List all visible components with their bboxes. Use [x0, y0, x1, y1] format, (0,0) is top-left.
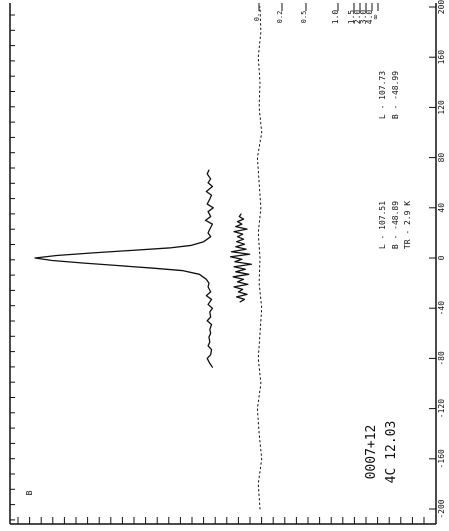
- plot-frame: [9, 3, 437, 525]
- right-axis-tick-label: -160: [437, 449, 446, 468]
- annotation-layer: -200 -160 -120 -80 -40 0 40 80 120 160 200 0. 0.2 0.5…: [25, 0, 446, 519]
- source-alt-name-label: 4C 12.03: [384, 421, 399, 484]
- top-scale-label: 4.0: [365, 10, 374, 25]
- top-scale-label: 1.5: [347, 10, 356, 25]
- right-axis-tick-label: 80: [437, 153, 446, 163]
- top-scale-label: 0.: [253, 13, 261, 21]
- series-line-1: [229, 213, 252, 303]
- right-axis-tick-label: -200: [437, 499, 446, 518]
- lower-b-label: B - -48.89: [391, 201, 400, 249]
- top-scale-label: 0.5: [300, 11, 308, 24]
- right-axis-tick-label: 0: [437, 255, 446, 260]
- right-axis-tick-label: 160: [437, 50, 446, 65]
- right-axis-tick-label: -40: [437, 301, 446, 316]
- top-scale-label: 2.0: [353, 10, 362, 25]
- temperature-label: TR - 2.9 K: [403, 201, 412, 249]
- right-axis-tick-label: 40: [437, 203, 446, 213]
- top-scale-label: 0.2: [276, 11, 284, 24]
- upper-l-label: L - 107.73: [378, 71, 387, 119]
- series-line-0: [34, 169, 214, 368]
- right-axis-tick-label: 120: [437, 100, 446, 115]
- right-axis-tick-label: -80: [437, 351, 446, 366]
- right-axis-tick-label: -120: [437, 399, 446, 418]
- corner-mark: B: [25, 490, 34, 495]
- top-scale-label: 3.0: [359, 10, 368, 25]
- top-scale-label: ∞: [371, 14, 380, 19]
- data-series: [34, 6, 263, 510]
- right-axis-tick-label: 200: [437, 0, 446, 14]
- axis-ticks: [10, 3, 436, 524]
- upper-b-label: B - -48.99: [391, 71, 400, 119]
- lower-l-label: L - 107.51: [378, 201, 387, 249]
- source-name-label: 0007+12: [364, 425, 379, 480]
- top-scale-label: 1.0: [331, 10, 340, 25]
- series-line-2: [256, 6, 263, 510]
